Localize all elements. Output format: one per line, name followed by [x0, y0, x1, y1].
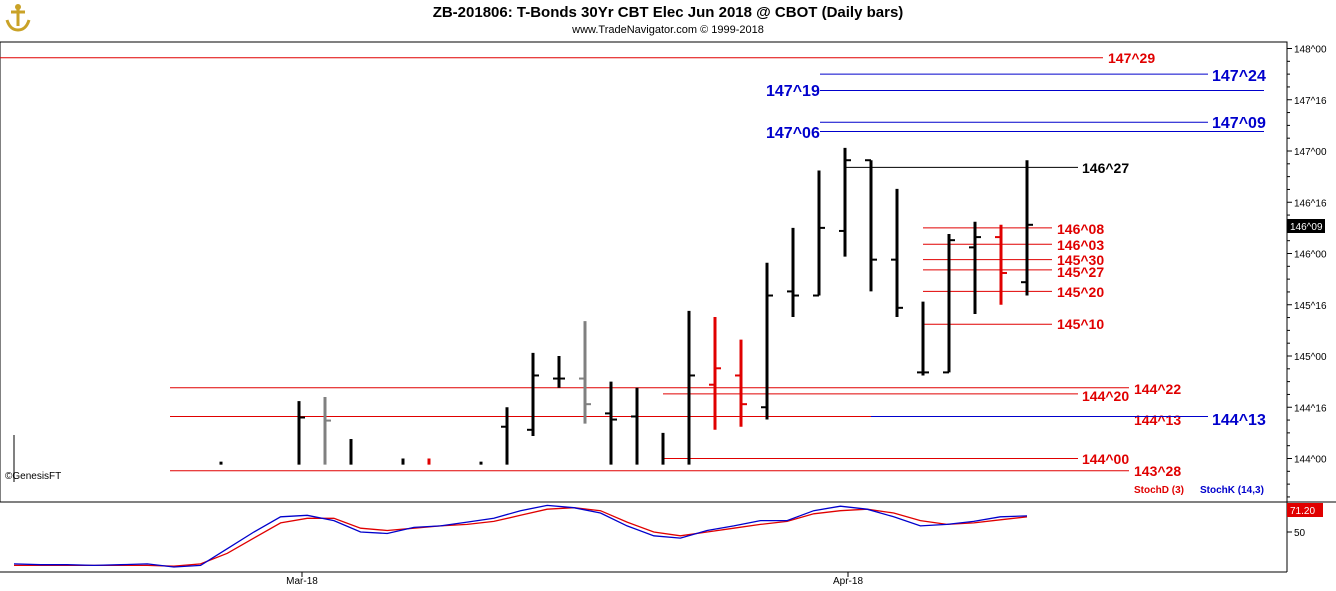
stochd-line: [14, 507, 1028, 567]
price-bar: [735, 339, 747, 427]
level-line: 146^08: [923, 221, 1104, 237]
price-bar: [297, 401, 305, 465]
y-axis: 148^00 147^16 147^00 146^16 146^00 145^16 145^…: [1287, 45, 1327, 498]
y-tick-label: 147^16: [1294, 96, 1327, 107]
price-bar: [709, 317, 721, 430]
price-bar: [761, 262, 773, 420]
level-label: 144^13: [1134, 412, 1181, 428]
price-bar: [605, 381, 617, 465]
price-bar: [1021, 160, 1033, 296]
level-line: 145^10: [923, 316, 1104, 332]
y-tick-label: 144^16: [1294, 403, 1327, 414]
anchor-logo-icon: [2, 2, 34, 34]
level-label: 145^30: [1057, 252, 1104, 268]
price-bar: [969, 221, 981, 314]
levels-layer: 147^29 147^24 147^19 147^09 147^06 146^27 146^…: [0, 50, 1266, 479]
level-label: 144^22: [1134, 381, 1181, 397]
y-tick-label: 145^00: [1294, 352, 1327, 363]
level-label: 146^27: [1082, 160, 1129, 176]
bars-layer: [13, 147, 1033, 482]
level-label: 146^08: [1057, 221, 1104, 237]
price-bar: [995, 224, 1007, 305]
level-label: 145^10: [1057, 316, 1104, 332]
level-line: 144^00: [663, 451, 1129, 467]
level-line: 147^09: [820, 115, 1266, 132]
chart-subtitle: www.TradeNavigator.com © 1999-2018: [571, 24, 764, 36]
price-bar: [631, 387, 639, 465]
price-bar: [813, 170, 825, 297]
level-line: 144^13: [871, 412, 1266, 429]
stoch-value-label: 71.20: [1290, 506, 1315, 517]
level-line: 145^27: [923, 264, 1104, 280]
level-label: 145^27: [1057, 264, 1104, 280]
level-line: 144^22: [170, 381, 1181, 397]
level-line: 144^13: [170, 412, 1181, 428]
level-label: 144^20: [1082, 388, 1129, 404]
y-tick-label: 148^00: [1294, 45, 1327, 56]
price-bar: [787, 227, 799, 318]
price-bar: [917, 301, 929, 376]
level-label: 147^09: [1212, 115, 1266, 132]
level-line: 147^19: [766, 83, 1264, 100]
level-line: 147^29: [0, 50, 1155, 66]
last-price-marker: 146^09: [1287, 219, 1325, 233]
chart-title: ZB-201806: T-Bonds 30Yr CBT Elec Jun 201…: [433, 4, 904, 21]
x-label-mar: Mar-18: [286, 576, 318, 587]
last-price-label: 146^09: [1290, 222, 1323, 233]
y-tick-label: 146^00: [1294, 250, 1327, 261]
level-line: 145^30: [923, 252, 1104, 268]
level-label: 147^24: [1212, 68, 1266, 85]
price-bar: [839, 147, 851, 257]
stoch-value-marker: 71.20: [1287, 503, 1323, 517]
level-line: 146^27: [845, 160, 1129, 176]
level-line: 144^20: [663, 388, 1129, 404]
price-bar: [943, 234, 955, 374]
x-label-apr: Apr-18: [833, 576, 863, 587]
watermark: ©GenesisFT: [5, 471, 61, 482]
y-tick-label: 146^16: [1294, 198, 1327, 209]
level-label: 147^06: [766, 125, 820, 142]
level-label: 146^03: [1057, 237, 1104, 253]
price-bar: [687, 310, 695, 465]
level-label: 147^29: [1108, 50, 1155, 66]
price-bar: [579, 321, 591, 424]
y-tick-label: 144^00: [1294, 455, 1327, 466]
level-label: 144^13: [1212, 412, 1266, 429]
level-line: 147^06: [766, 125, 1264, 142]
level-label: 147^19: [766, 83, 820, 100]
price-bar: [553, 356, 565, 388]
level-line: 145^20: [923, 284, 1104, 300]
price-bar: [891, 188, 903, 318]
stochastic-indicator: [13, 504, 1028, 568]
level-line: 143^28: [170, 463, 1181, 479]
level-label: 144^00: [1082, 451, 1129, 467]
stochk-line: [13, 504, 1028, 568]
level-line: 147^24: [820, 68, 1266, 85]
price-bar: [865, 159, 877, 292]
price-bar: [527, 352, 539, 436]
price-bar: [323, 397, 331, 465]
price-bar: [501, 407, 509, 465]
stoch-tick-label-50: 50: [1294, 528, 1306, 539]
stochk-legend: StochK (14,3): [1200, 485, 1264, 496]
stochd-legend: StochD (3): [1134, 485, 1184, 496]
y-tick-label: 147^00: [1294, 147, 1327, 158]
level-label: 145^20: [1057, 284, 1104, 300]
y-tick-label: 145^16: [1294, 301, 1327, 312]
level-line: 146^03: [923, 237, 1104, 253]
level-label: 143^28: [1134, 463, 1181, 479]
